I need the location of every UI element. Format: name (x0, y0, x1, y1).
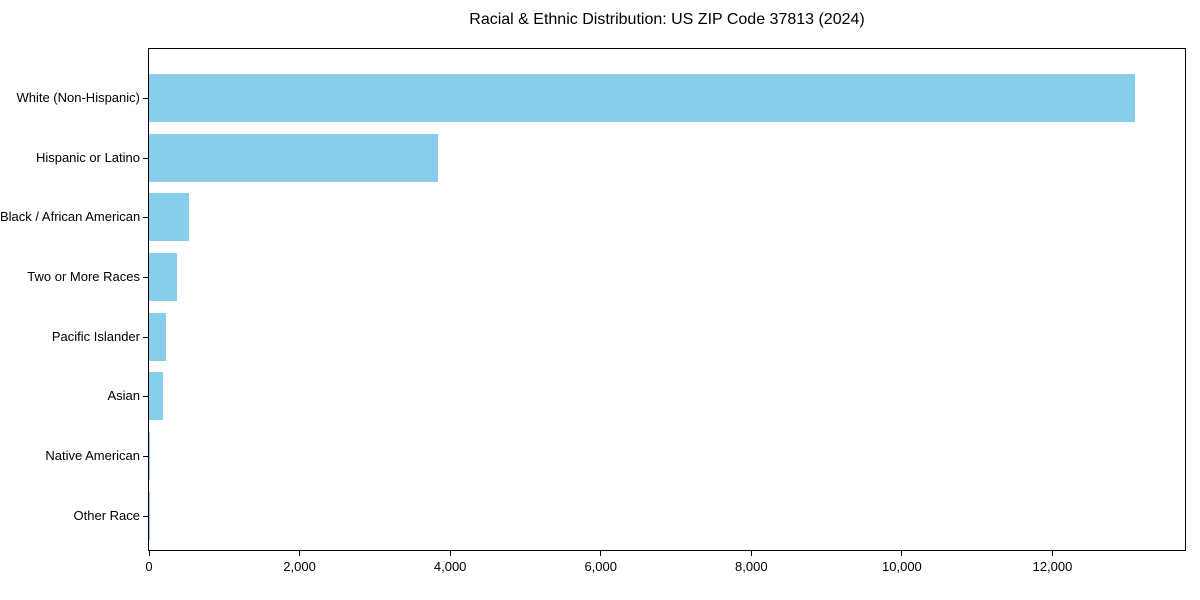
x-tick (901, 551, 903, 556)
bar (149, 133, 439, 182)
x-tick (449, 551, 451, 556)
y-axis-label: Other Race (73, 507, 140, 523)
y-axis-label: Two or More Races (27, 268, 140, 284)
bar (149, 312, 166, 361)
y-tick (143, 515, 148, 517)
bar (149, 372, 164, 421)
x-tick-label: 4,000 (433, 559, 467, 574)
y-axis-label: Black / African American (0, 209, 141, 225)
y-axis-label: Hispanic or Latino (35, 149, 140, 165)
y-tick (143, 217, 148, 219)
y-axis-label: White (Non-Hispanic) (16, 89, 140, 105)
y-axis-label: Asian (107, 388, 140, 404)
x-tick (750, 551, 752, 556)
x-tick (1051, 551, 1053, 556)
y-tick (143, 396, 148, 398)
plot-area (148, 48, 1186, 551)
y-axis-label: Pacific Islander (51, 328, 140, 344)
bar (149, 193, 189, 242)
x-tick (600, 551, 602, 556)
x-tick-label: 6,000 (584, 559, 617, 574)
y-tick (143, 97, 148, 99)
x-tick-label: 10,000 (882, 559, 922, 574)
y-tick (143, 456, 148, 458)
x-tick (148, 551, 150, 556)
bar (149, 252, 178, 301)
x-tick-label: 0 (145, 559, 153, 574)
chart-title: Racial & Ethnic Distribution: US ZIP Cod… (469, 11, 865, 28)
x-tick-label: 8,000 (735, 559, 768, 574)
x-tick-label: 12,000 (1032, 559, 1073, 574)
x-tick (299, 551, 301, 556)
y-tick (143, 157, 148, 159)
y-tick (143, 336, 148, 338)
y-tick (143, 276, 148, 278)
x-tick-label: 2,000 (283, 559, 316, 574)
bar (149, 73, 1136, 122)
y-axis-label: Native American (45, 448, 140, 464)
bar (149, 432, 151, 481)
